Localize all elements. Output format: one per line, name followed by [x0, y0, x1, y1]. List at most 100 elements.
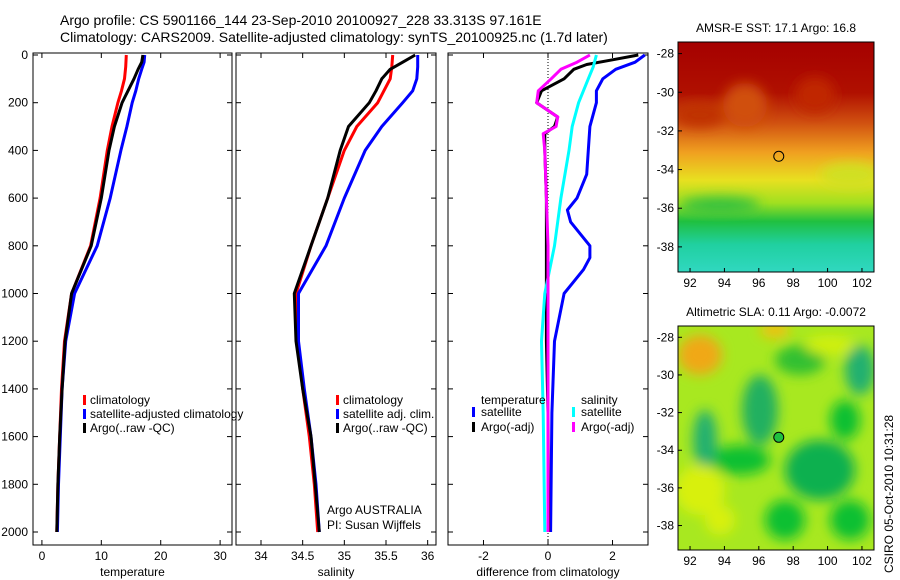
argo-location-marker — [773, 431, 785, 443]
sla-anomaly — [785, 440, 855, 500]
legend-label: Argo(..raw -QC) — [90, 421, 175, 435]
map-title: AMSR-E SST: 17.1 Argo: 16.8 — [696, 21, 856, 35]
warm-tongue — [678, 103, 725, 127]
profile-panel-1: 0 10 20 30 temperature 0 200 400 600 800 1000 1200 1… — [1, 48, 243, 579]
sla-anomaly — [705, 505, 735, 535]
lon-tick-label: 98 — [787, 554, 801, 568]
lat-tick-label: -30 — [657, 368, 675, 382]
title-line-2: Climatology: CARS2009. Satellite-adjuste… — [60, 29, 608, 45]
legend-swatch — [572, 407, 575, 417]
x-tick-label: 10 — [95, 549, 109, 563]
legend-label: Argo(-adj) — [581, 420, 634, 434]
legend-title: salinity — [581, 393, 618, 407]
x-tick-label: 35 — [338, 549, 352, 563]
legend-swatch — [472, 422, 475, 432]
legend-swatch — [83, 409, 86, 419]
profile-panel-3: -2 0 2 difference from climatology temperatu… — [447, 52, 649, 579]
profile-panel-2: 34 34.5 35 35.5 36 salinity climatologysatelli… — [235, 52, 437, 579]
sla-anomaly — [678, 335, 722, 375]
x-tick-label: -2 — [478, 549, 489, 563]
x-axis-label: salinity — [318, 565, 355, 579]
y-tick-label: 0 — [21, 48, 28, 62]
lat-tick-label: -36 — [657, 201, 675, 215]
y-tick-label: 800 — [8, 239, 28, 253]
sla-anomaly — [830, 500, 870, 540]
sla-anomaly — [760, 326, 790, 338]
lon-tick-label: 102 — [852, 554, 872, 568]
legend-swatch — [83, 395, 86, 405]
lon-tick-label: 100 — [818, 554, 838, 568]
lat-tick-label: -34 — [657, 163, 675, 177]
legend-swatch — [336, 395, 339, 405]
series-line-argo-raw-qc- — [55, 54, 145, 533]
lat-tick-label: -38 — [657, 240, 675, 254]
y-tick-label: 1400 — [1, 382, 28, 396]
sla-anomaly — [775, 345, 825, 375]
x-tick-label: 20 — [154, 549, 168, 563]
map-frame — [677, 325, 875, 551]
map-panel-1: AMSR-E SST: 17.1 Argo: 16.8 92 94 96 98 100 10… — [657, 21, 875, 290]
legend-label: satellite-adjusted climatology — [90, 407, 243, 421]
lon-tick-label: 96 — [752, 554, 766, 568]
map-panel-2: Altimetric SLA: 0.11 Argo: -0.0072 92 94 96… — [657, 305, 875, 568]
map-title: Altimetric SLA: 0.11 Argo: -0.0072 — [686, 305, 866, 319]
x-tick-label: 2 — [609, 549, 616, 563]
map-frame — [677, 41, 875, 273]
argo-location-marker — [773, 150, 785, 162]
side-timestamp: CSIRO 05-Oct-2010 10:31:28 — [882, 414, 896, 573]
lon-tick-label: 102 — [852, 276, 872, 290]
lat-tick-label: -32 — [657, 406, 675, 420]
legend-label: satellite — [481, 405, 522, 419]
sla-anomaly — [830, 400, 860, 440]
legend-swatch — [83, 423, 86, 433]
axes-box — [32, 52, 233, 546]
cool-patch — [820, 163, 874, 187]
annotation-text: Argo AUSTRALIA — [327, 503, 422, 517]
warm-tongue — [723, 83, 767, 127]
y-tick-label: 1600 — [1, 430, 28, 444]
series-line-temperature-satellite — [549, 53, 646, 533]
lon-tick-label: 94 — [718, 554, 732, 568]
x-tick-label: 30 — [213, 549, 227, 563]
series-line-salinity-satellite — [540, 54, 598, 533]
lat-tick-label: -38 — [657, 519, 675, 533]
lon-tick-label: 92 — [683, 276, 697, 290]
series-line-climatology — [294, 54, 395, 533]
lon-tick-label: 92 — [683, 554, 697, 568]
lon-tick-label: 96 — [752, 276, 766, 290]
y-tick-label: 400 — [8, 143, 28, 157]
sla-anomaly — [678, 465, 725, 515]
sla-anomaly — [710, 445, 770, 475]
sla-anomaly — [845, 345, 874, 395]
x-tick-label: 35.5 — [374, 549, 398, 563]
x-axis-label: difference from climatology — [476, 565, 619, 579]
lat-tick-label: -28 — [657, 47, 675, 61]
legend-label: Argo(..raw -QC) — [343, 421, 428, 435]
sla-anomaly — [805, 335, 855, 355]
lat-tick-label: -32 — [657, 124, 675, 138]
title-line-1: Argo profile: CS 5901166_144 23-Sep-2010… — [60, 12, 542, 28]
series-line-salinity-argo-adj- — [535, 53, 591, 532]
sla-anomaly — [765, 500, 805, 540]
lon-tick-label: 94 — [718, 276, 732, 290]
cool-patch — [680, 197, 760, 213]
y-tick-label: 1800 — [1, 477, 28, 491]
y-tick-label: 600 — [8, 191, 28, 205]
legend-title: temperature — [481, 393, 546, 407]
sla-anomaly — [693, 410, 717, 470]
x-tick-label: 34 — [254, 549, 268, 563]
x-tick-label: 0 — [545, 549, 552, 563]
legend-label: climatology — [90, 393, 150, 407]
x-tick-label: 34.5 — [291, 549, 315, 563]
lon-tick-label: 98 — [787, 276, 801, 290]
x-axis-label: temperature — [100, 565, 165, 579]
annotation-text: PI: Susan Wijffels — [327, 518, 421, 532]
sst-field — [678, 42, 874, 272]
lon-tick-label: 100 — [818, 276, 838, 290]
lat-tick-label: -34 — [657, 443, 675, 457]
sla-anomaly — [742, 375, 778, 445]
sla-features — [678, 326, 874, 540]
legend-label: satellite adj. clim. — [343, 407, 434, 421]
